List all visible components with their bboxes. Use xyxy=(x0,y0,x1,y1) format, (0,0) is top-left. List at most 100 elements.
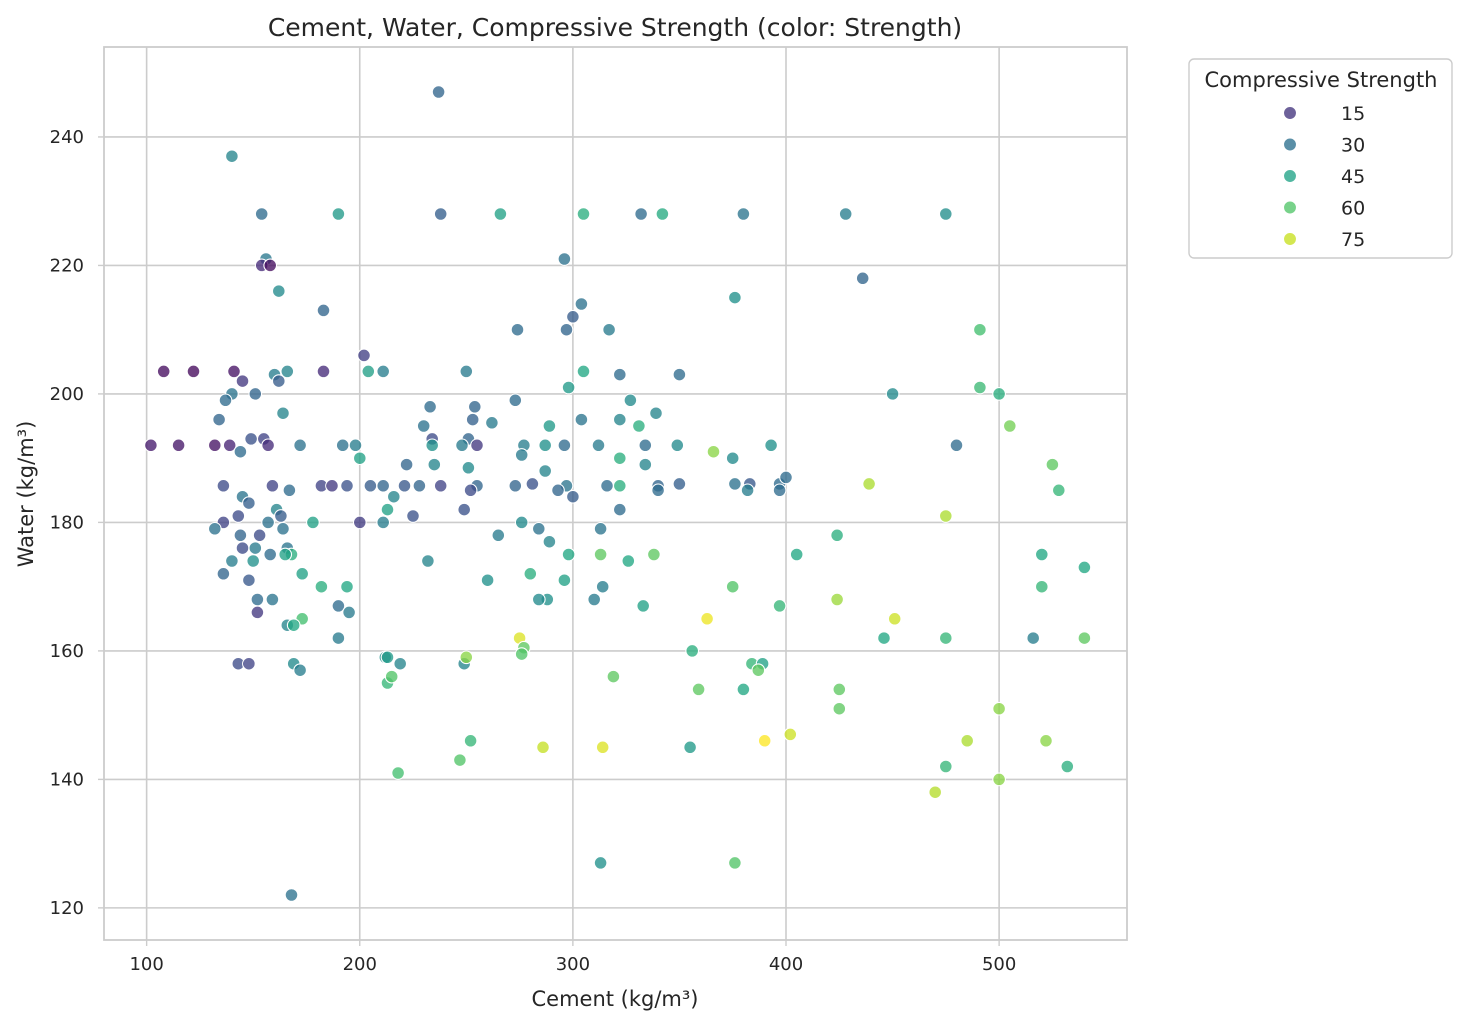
y-tick-label: 220 xyxy=(50,255,84,276)
data-point xyxy=(393,656,408,671)
data-point xyxy=(992,387,1006,401)
data-point xyxy=(877,631,891,645)
data-point xyxy=(838,207,853,221)
data-point xyxy=(331,599,346,613)
data-point xyxy=(244,432,258,446)
data-point xyxy=(830,528,844,543)
data-point xyxy=(606,669,621,684)
data-point xyxy=(623,393,638,408)
data-point xyxy=(457,502,472,517)
data-point xyxy=(576,207,591,221)
data-point xyxy=(728,856,742,870)
data-point xyxy=(574,412,589,427)
data-point xyxy=(335,438,350,453)
data-point xyxy=(736,682,751,697)
data-point xyxy=(764,438,778,453)
data-point xyxy=(380,650,395,665)
data-point xyxy=(593,521,608,536)
data-point xyxy=(412,478,427,493)
data-point xyxy=(621,554,636,568)
data-point xyxy=(938,759,953,774)
data-point xyxy=(331,207,346,221)
chart-title: Cement, Water, Compressive Strength (col… xyxy=(268,13,962,42)
data-point xyxy=(779,470,793,485)
data-point xyxy=(280,364,295,379)
data-point xyxy=(832,682,847,697)
data-point xyxy=(465,412,480,427)
legend-label: 15 xyxy=(1341,103,1365,125)
data-point xyxy=(561,380,576,395)
data-point xyxy=(254,207,269,221)
data-point xyxy=(1034,579,1049,594)
data-point xyxy=(357,348,371,363)
data-point xyxy=(862,477,876,491)
data-point xyxy=(576,364,591,379)
data-point xyxy=(391,766,405,780)
data-point xyxy=(144,438,158,453)
data-point xyxy=(459,650,474,665)
tick-labels: 100 200 300 400 500 120 140 160 180 200 220 240 xyxy=(50,127,1017,975)
data-point xyxy=(612,502,627,517)
data-point xyxy=(248,387,263,401)
data-point xyxy=(342,605,356,620)
data-point xyxy=(830,592,844,607)
data-point xyxy=(306,515,320,530)
data-point xyxy=(672,367,687,382)
data-point xyxy=(186,364,201,379)
data-point xyxy=(832,701,847,716)
x-tick-label: 200 xyxy=(343,954,377,975)
x-tick-label: 500 xyxy=(982,954,1016,975)
data-point xyxy=(271,374,286,388)
legend-label: 60 xyxy=(1341,198,1365,220)
legend-marker xyxy=(1282,137,1298,152)
data-point xyxy=(514,647,529,661)
data-point xyxy=(271,284,286,298)
data-point xyxy=(772,599,787,613)
data-point xyxy=(557,438,572,453)
data-point xyxy=(470,438,484,453)
data-point xyxy=(263,547,278,562)
data-point xyxy=(508,393,523,408)
data-point xyxy=(242,496,256,510)
data-point xyxy=(397,478,412,493)
y-tick-label: 180 xyxy=(50,512,84,533)
data-point xyxy=(591,438,606,453)
data-point xyxy=(691,682,706,697)
data-point xyxy=(574,297,589,311)
grid xyxy=(104,47,1127,940)
data-point xyxy=(340,579,354,594)
data-point xyxy=(384,669,399,684)
data-point xyxy=(706,444,721,459)
data-point xyxy=(261,438,275,453)
data-point xyxy=(431,85,446,99)
data-point xyxy=(263,258,278,273)
data-point xyxy=(595,740,610,755)
legend-box xyxy=(1188,58,1453,259)
data-point xyxy=(235,541,250,555)
data-point xyxy=(331,631,346,645)
data-point xyxy=(514,448,529,462)
data-point xyxy=(380,502,395,517)
x-tick-label: 400 xyxy=(769,954,803,975)
data-point xyxy=(566,489,580,504)
data-point xyxy=(523,566,538,581)
data-point xyxy=(531,521,546,536)
data-point xyxy=(634,207,648,221)
data-point xyxy=(855,271,870,286)
data-point xyxy=(216,478,231,493)
data-point xyxy=(286,618,301,633)
y-tick-label: 140 xyxy=(50,769,84,790)
data-point xyxy=(218,393,233,408)
data-point xyxy=(265,478,280,493)
data-point xyxy=(728,477,742,491)
data-point xyxy=(293,438,307,453)
data-point xyxy=(740,483,755,498)
data-point xyxy=(222,438,237,453)
data-point xyxy=(207,521,222,536)
data-point xyxy=(566,309,580,324)
data-point xyxy=(250,605,265,620)
data-point xyxy=(207,438,222,453)
y-axis-label: Water (kg/m³) xyxy=(14,421,38,568)
data-point xyxy=(683,740,697,755)
data-point xyxy=(559,322,574,337)
